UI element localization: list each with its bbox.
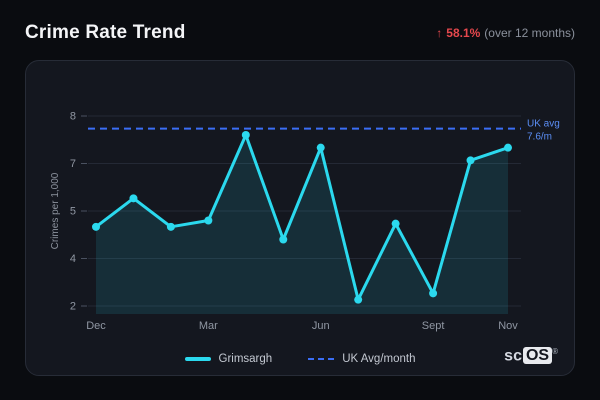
registered-mark-icon: ® (552, 346, 558, 356)
logo-text-sc: sc (504, 347, 522, 364)
chart-card: 8 7 5 4 2 Dec Mar Jun Sept Nov UK avg 7.6/m Crimes p… (25, 60, 575, 376)
svg-text:Mar: Mar (199, 320, 218, 332)
logo-text-os: OS (522, 347, 553, 364)
delta-percent: 58.1% (446, 26, 481, 40)
legend-item-grimsargh[interactable]: Grimsargh (184, 353, 273, 365)
svg-text:5: 5 (70, 206, 76, 218)
svg-text:4: 4 (70, 253, 76, 265)
dashed-line-swatch-icon (308, 358, 335, 360)
page-title: Crime Rate Trend (25, 22, 186, 43)
svg-text:Dec: Dec (86, 320, 106, 332)
svg-text:UK avg: UK avg (527, 119, 560, 130)
svg-text:Nov: Nov (498, 320, 518, 332)
solid-line-swatch-icon (184, 357, 211, 361)
svg-text:Crimes per 1,000: Crimes per 1,000 (50, 172, 61, 249)
up-arrow-icon: ↑ (436, 26, 443, 40)
svg-text:7: 7 (70, 158, 76, 170)
legend-item-uk-avg[interactable]: UK Avg/month (308, 353, 416, 365)
legend-label-grimsargh: Grimsargh (218, 353, 273, 365)
scos-logo: sc OS ® (504, 347, 558, 365)
svg-text:8: 8 (70, 111, 76, 123)
delta-note: (over 12 months) (484, 26, 575, 40)
svg-text:2: 2 (70, 301, 76, 313)
svg-text:Jun: Jun (312, 320, 330, 332)
legend-label-uk-avg: UK Avg/month (342, 353, 416, 365)
trend-delta: ↑ 58.1% (over 12 months) (436, 26, 575, 40)
svg-text:Sept: Sept (422, 320, 445, 332)
chart-legend: Grimsargh UK Avg/month (26, 353, 574, 365)
crime-rate-line-chart: 8 7 5 4 2 Dec Mar Jun Sept Nov UK avg 7.6/m Crimes p… (50, 111, 560, 333)
header: Crime Rate Trend ↑ 58.1% (over 12 months… (25, 22, 575, 44)
svg-text:7.6/m: 7.6/m (527, 132, 552, 143)
